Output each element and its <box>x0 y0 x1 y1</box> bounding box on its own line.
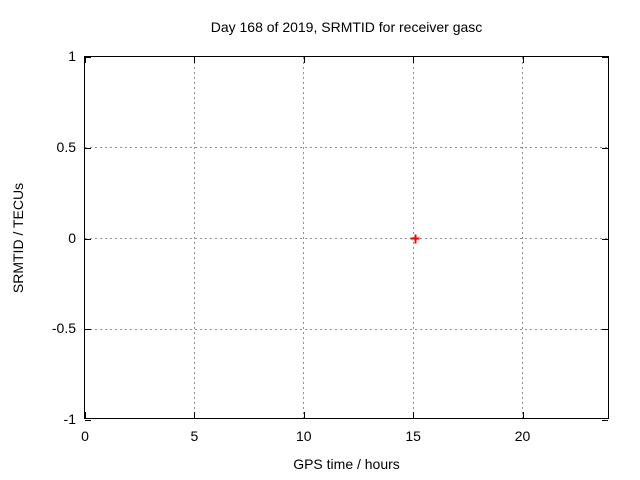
x-gridline <box>193 57 195 418</box>
y-tick-right <box>602 420 608 421</box>
x-tick-bottom <box>413 412 415 418</box>
x-tick-top <box>303 57 305 63</box>
x-gridline <box>522 57 523 418</box>
y-tick-right <box>602 147 608 149</box>
y-tick-label: -0.5 <box>51 320 76 337</box>
x-gridline <box>412 57 414 418</box>
y-tick-left <box>85 57 91 58</box>
x-tick-top <box>522 57 524 63</box>
y-gridline <box>85 238 608 239</box>
x-tick-label: 15 <box>405 428 421 444</box>
data-point-marker <box>410 234 420 243</box>
x-tick-top <box>194 57 196 63</box>
chart-title: Day 168 of 2019, SRMTID for receiver gas… <box>210 19 483 35</box>
y-tick-right <box>602 238 608 240</box>
x-tick-label: 10 <box>295 428 312 444</box>
x-tick-top <box>85 57 86 63</box>
y-gridline <box>85 147 608 149</box>
y-tick-right <box>602 329 608 331</box>
y-tick-label: 0 <box>68 229 76 246</box>
y-tick-left <box>85 329 91 331</box>
x-tick-label: 20 <box>514 428 531 444</box>
x-tick-bottom <box>194 412 196 418</box>
y-tick-label: -1 <box>63 411 76 427</box>
marker-vertical-stroke <box>414 234 417 243</box>
y-tick-left <box>85 147 91 149</box>
y-tick-label: 1 <box>68 48 76 64</box>
plot-area: 0 5 10 15 20 1 0.5 0 -0.5 -1 <box>52 48 609 444</box>
x-tick-bottom <box>522 412 524 418</box>
x-tick-label: 0 <box>81 428 89 444</box>
x-gridline <box>303 57 305 418</box>
y-tick-left <box>85 420 91 421</box>
y-gridline <box>85 328 608 330</box>
x-tick-bottom <box>303 412 305 418</box>
x-tick-bottom <box>85 412 86 418</box>
y-tick-right <box>602 57 608 58</box>
y-tick-left <box>85 238 91 240</box>
x-tick-top <box>413 57 415 63</box>
x-tick-label: 5 <box>190 428 199 444</box>
y-tick-label: 0.5 <box>56 138 76 155</box>
x-axis-label: GPS time / hours <box>293 456 400 472</box>
